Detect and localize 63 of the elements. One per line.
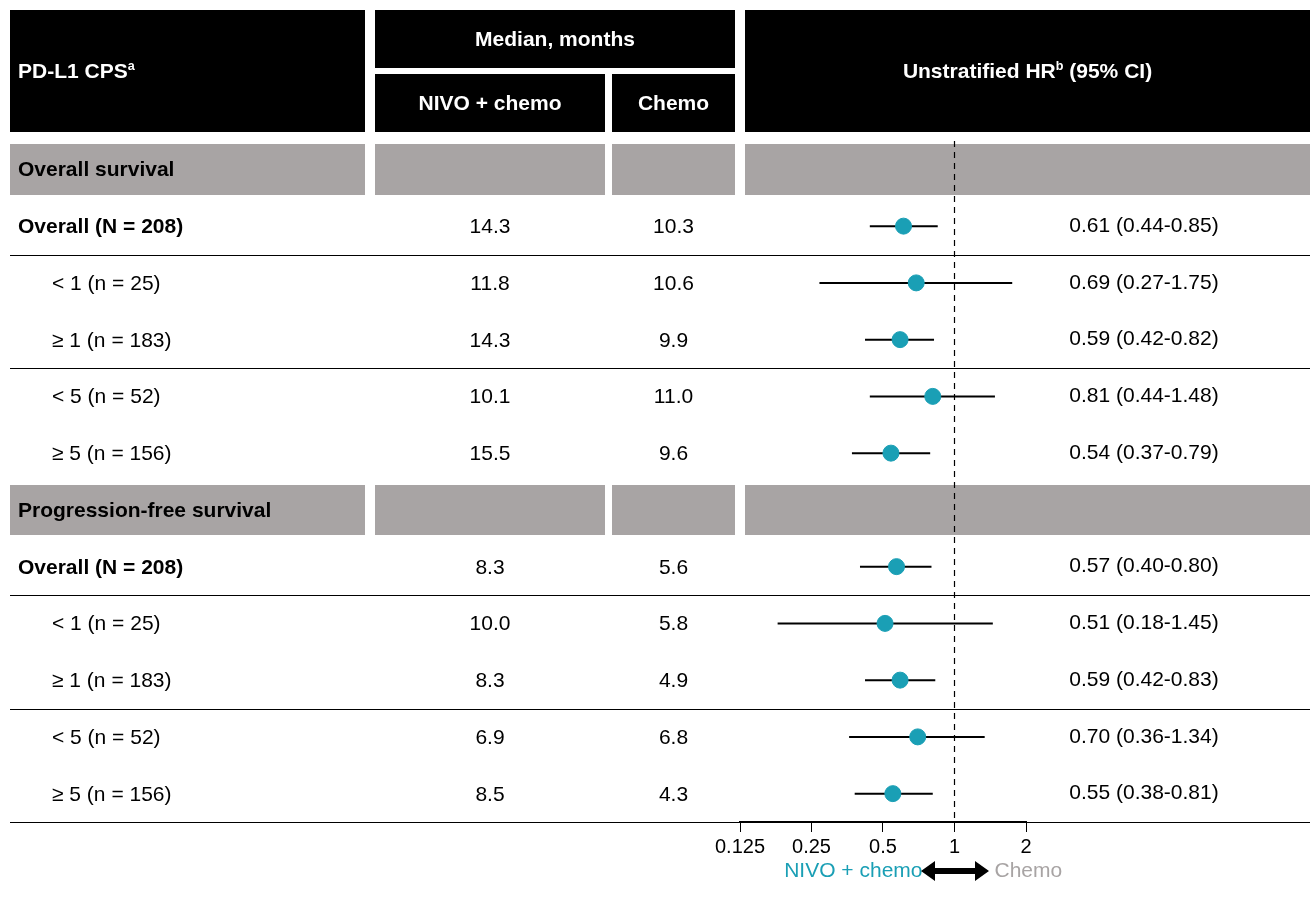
text: 10.3 — [653, 214, 694, 238]
text: 8.3 — [475, 554, 505, 578]
category-label: < 5 (n = 52) — [52, 384, 161, 408]
text: 6.8 — [658, 724, 689, 748]
text: 5.8 — [658, 611, 689, 635]
category-label: ≥ 1 (n = 183) — [52, 327, 172, 351]
data-label: 0.57 (0.40-0.80) — [1069, 553, 1219, 577]
category-label: Chemo — [612, 74, 735, 132]
text: 8.3 — [475, 668, 505, 692]
category-label: ≥ 1 (n = 183) — [52, 668, 172, 692]
text: 5.6 — [658, 554, 689, 578]
data-label: 0.70 (0.36-1.34) — [1069, 723, 1219, 747]
category-label: ≥ 5 (n = 156) — [52, 441, 172, 465]
category-label: Overall (N = 208) — [18, 554, 184, 578]
point — [884, 785, 902, 803]
category-label: Overall (N = 208) — [18, 214, 184, 238]
data-label: 0.54 (0.37-0.79) — [1069, 439, 1219, 463]
text: 9.9 — [658, 327, 689, 351]
data-label: 0.51 (0.18-1.45) — [1069, 610, 1219, 634]
text: 10.0 — [469, 611, 511, 635]
data-label: 0.59 (0.42-0.82) — [1069, 326, 1219, 350]
data-label: 0.55 (0.38-0.81) — [1069, 780, 1219, 804]
text: 11.8 — [470, 270, 510, 294]
text: PD-L1 CPS$^{a}$ — [18, 59, 135, 83]
category-label: < 5 (n = 52) — [52, 724, 161, 748]
point — [907, 274, 925, 292]
data-label: 0.59 (0.42-0.83) — [1069, 666, 1219, 690]
x-tick-label: 0.25 — [792, 834, 831, 857]
text: Chemo — [994, 858, 1063, 882]
text: 14.3 — [469, 327, 511, 351]
text: 9.6 — [658, 441, 689, 465]
point — [876, 614, 894, 632]
text: 10.1 — [469, 384, 511, 408]
x-tick-label: 0.5 — [869, 834, 897, 857]
data-label: 0.61 (0.44-0.85) — [1069, 212, 1219, 236]
x-tick-label: 1 — [948, 834, 961, 857]
point — [895, 217, 913, 235]
text: NIVO + chemo — [783, 858, 923, 882]
point — [891, 331, 909, 349]
text: 4.3 — [658, 781, 689, 805]
text: 11.0 — [653, 384, 694, 408]
point — [891, 671, 909, 689]
x-tick-label: 2 — [1020, 834, 1032, 857]
data-label: 0.69 (0.27-1.75) — [1069, 269, 1219, 293]
category-label: < 1 (n = 25) — [52, 611, 161, 635]
text: 4.9 — [658, 668, 689, 692]
point — [888, 558, 906, 576]
category-label: ≥ 5 (n = 156) — [52, 781, 172, 805]
x-tick-label: 0.125 — [714, 834, 766, 857]
category-label: Progression-free survival — [18, 497, 272, 521]
data-label: 0.81 (0.44-1.48) — [1069, 383, 1219, 407]
category-label: NIVO + chemo — [375, 74, 605, 132]
point — [882, 444, 900, 462]
text: 15.5 — [469, 441, 511, 465]
category-label: Overall survival — [18, 157, 175, 181]
chart-title: Unstratified HR$^{b}$ (95% CI) — [902, 59, 1153, 83]
text: 14.3 — [469, 214, 511, 238]
text: Median, months — [475, 27, 635, 51]
text: 8.5 — [475, 781, 505, 805]
category-label: < 1 (n = 25) — [52, 270, 161, 294]
text: 6.9 — [475, 724, 505, 748]
point — [909, 728, 927, 746]
text: 10.6 — [653, 270, 694, 294]
